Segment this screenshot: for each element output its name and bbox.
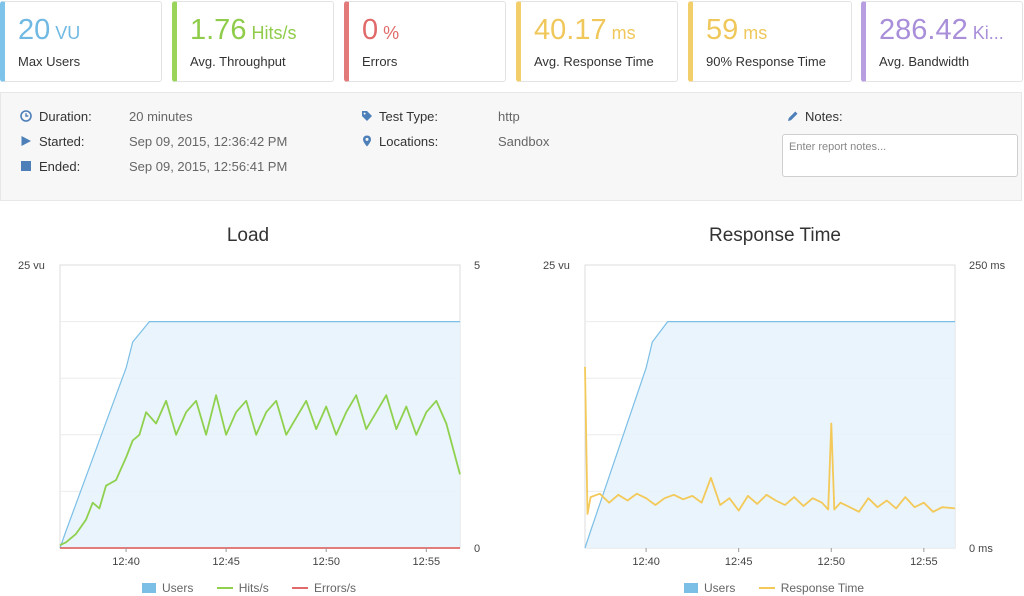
- load-chart: 25 vu 5 0 12:40 12:45 12:50 12:55: [18, 260, 480, 568]
- series-users-area: [585, 321, 955, 548]
- report-notes-input[interactable]: [782, 134, 1018, 177]
- legend-response-time[interactable]: Response Time: [780, 580, 865, 595]
- card-unit: Hits/s: [251, 23, 297, 43]
- legend-users[interactable]: Users: [162, 580, 194, 595]
- card-unit: %: [383, 23, 400, 43]
- card-value: 40.17: [534, 14, 607, 46]
- ended-value: Sep 09, 2015, 12:56:41 PM: [129, 159, 288, 174]
- x-tick-label: 12:40: [112, 556, 140, 568]
- x-tick-label: 12:55: [413, 556, 441, 568]
- x-tick-label: 12:45: [725, 556, 753, 568]
- card-label: Avg. Throughput: [190, 54, 286, 69]
- card-unit: VU: [55, 23, 81, 43]
- card-avg-bandwidth: 286.42 Ki... Avg. Bandwidth: [861, 1, 1023, 82]
- card-unit: ms: [611, 23, 636, 43]
- card-label: Errors: [362, 54, 398, 69]
- duration-value: 20 minutes: [129, 109, 193, 124]
- card-value: 59: [706, 14, 739, 46]
- series-users-line: [584, 320, 955, 549]
- response-time-swatch: [758, 586, 775, 589]
- y-right-bottom-label: 0 ms: [969, 543, 993, 555]
- stop-icon: [21, 161, 31, 171]
- series-users-area: [60, 321, 460, 548]
- legend-users[interactable]: Users: [704, 580, 736, 595]
- tag-icon: [362, 111, 372, 121]
- y-right-bottom-label: 0: [474, 543, 480, 555]
- load-legend: Users Hits/s Errors/s: [142, 580, 356, 596]
- card-label: Avg. Response Time: [534, 54, 654, 69]
- notes-label: Notes:: [805, 109, 843, 124]
- card-value: 0: [362, 14, 379, 46]
- card-90-response-time: 59 ms 90% Response Time: [688, 1, 852, 82]
- response-legend: Users Response Time: [684, 580, 864, 596]
- load-chart-title: Load: [226, 225, 270, 246]
- summary-cards: 20 VU Max Users 1.76 Hits/s Avg. Throughpu…: [0, 0, 1024, 83]
- card-value: 286.42: [879, 14, 968, 46]
- series-response-time-line: [584, 366, 956, 515]
- legend-hits[interactable]: Hits/s: [238, 580, 269, 595]
- card-unit: Ki...: [972, 23, 1004, 43]
- users-swatch: [684, 582, 698, 593]
- response-chart-title: Response Time: [708, 225, 841, 246]
- locations-value: Sandbox: [498, 134, 550, 149]
- map-marker-icon: [363, 135, 371, 147]
- started-label: Started:: [39, 134, 85, 149]
- series-hits-s-line: [59, 394, 461, 547]
- test-type-label: Test Type:: [379, 109, 439, 124]
- y-right-top-label: 5: [474, 260, 480, 272]
- card-avg-response-time: 40.17 ms Avg. Response Time: [516, 1, 678, 82]
- y-left-top-label: 25 vu: [543, 260, 570, 272]
- x-tick-label: 12:40: [632, 556, 660, 568]
- card-value: 1.76: [190, 14, 247, 46]
- hits-swatch: [216, 586, 233, 589]
- clock-icon: [20, 110, 32, 122]
- x-tick-label: 12:45: [212, 556, 240, 568]
- started-value: Sep 09, 2015, 12:36:42 PM: [129, 134, 288, 149]
- card-label: Avg. Bandwidth: [879, 54, 970, 69]
- duration-label: Duration:: [39, 109, 92, 124]
- x-tick-label: 12:55: [910, 556, 938, 568]
- legend-errors[interactable]: Errors/s: [314, 580, 357, 595]
- y-left-top-label: 25 vu: [18, 260, 45, 272]
- card-avg-throughput: 1.76 Hits/s Avg. Throughput: [172, 1, 334, 82]
- card-label: 90% Response Time: [706, 54, 826, 69]
- response-time-chart: 25 vu 250 ms 0 ms 12:40 12:45 12:50 12:55: [543, 260, 1006, 568]
- x-tick-label: 12:50: [312, 556, 340, 568]
- pencil-icon: [788, 111, 798, 121]
- play-icon: [21, 136, 31, 146]
- card-max-users: 20 VU Max Users: [0, 1, 162, 82]
- card-errors: 0% Errors: [344, 1, 506, 82]
- series-users-line: [59, 320, 460, 549]
- errors-swatch: [292, 586, 309, 589]
- card-label: Max Users: [18, 54, 81, 69]
- locations-label: Locations:: [379, 134, 439, 149]
- x-tick-label: 12:50: [817, 556, 845, 568]
- card-unit: ms: [743, 23, 768, 43]
- card-value: 20: [18, 14, 51, 46]
- users-swatch: [142, 582, 156, 593]
- y-right-top-label: 250 ms: [969, 260, 1006, 272]
- test-type-value: http: [498, 109, 520, 124]
- ended-label: Ended:: [39, 159, 81, 174]
